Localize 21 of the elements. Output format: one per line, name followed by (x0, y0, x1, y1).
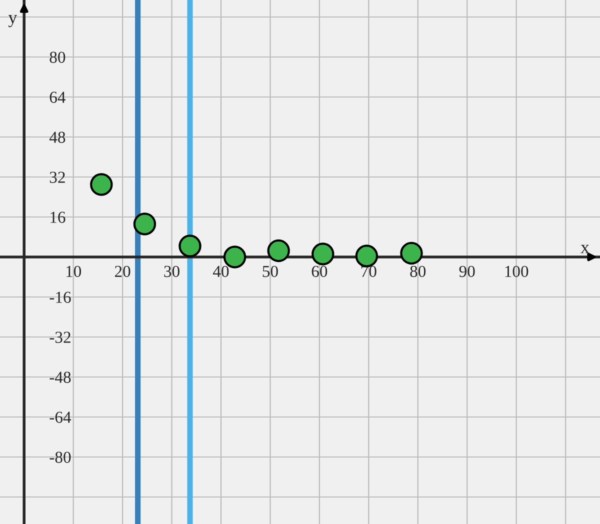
y-tick-label: -16 (50, 292, 71, 303)
y-tick-label: -48 (50, 372, 71, 383)
y-tick-label: 32 (50, 172, 65, 183)
x-tick-label: 90 (459, 266, 475, 278)
y-tick-label: 80 (50, 52, 66, 63)
x-tick-label: 30 (164, 266, 180, 278)
y-tick-label: -64 (50, 412, 72, 423)
y-tick-label: 16 (50, 212, 66, 223)
y-axis-title: y (8, 14, 18, 28)
y-tick-label: -32 (50, 332, 70, 343)
x-tick-label: 40 (212, 266, 229, 278)
y-tick-label: 64 (50, 92, 66, 103)
x-axis-title: x (580, 244, 590, 254)
x-tick-label: 60 (312, 266, 328, 278)
x-tick-label: 50 (262, 266, 278, 278)
x-tick-label: 80 (410, 266, 426, 278)
y-tick-label: -80 (50, 452, 71, 463)
x-tick-label: 10 (66, 266, 82, 278)
y-tick-label: 48 (49, 132, 66, 143)
x-tick-label: 20 (114, 266, 130, 278)
x-tick-label: 100 (505, 266, 528, 278)
